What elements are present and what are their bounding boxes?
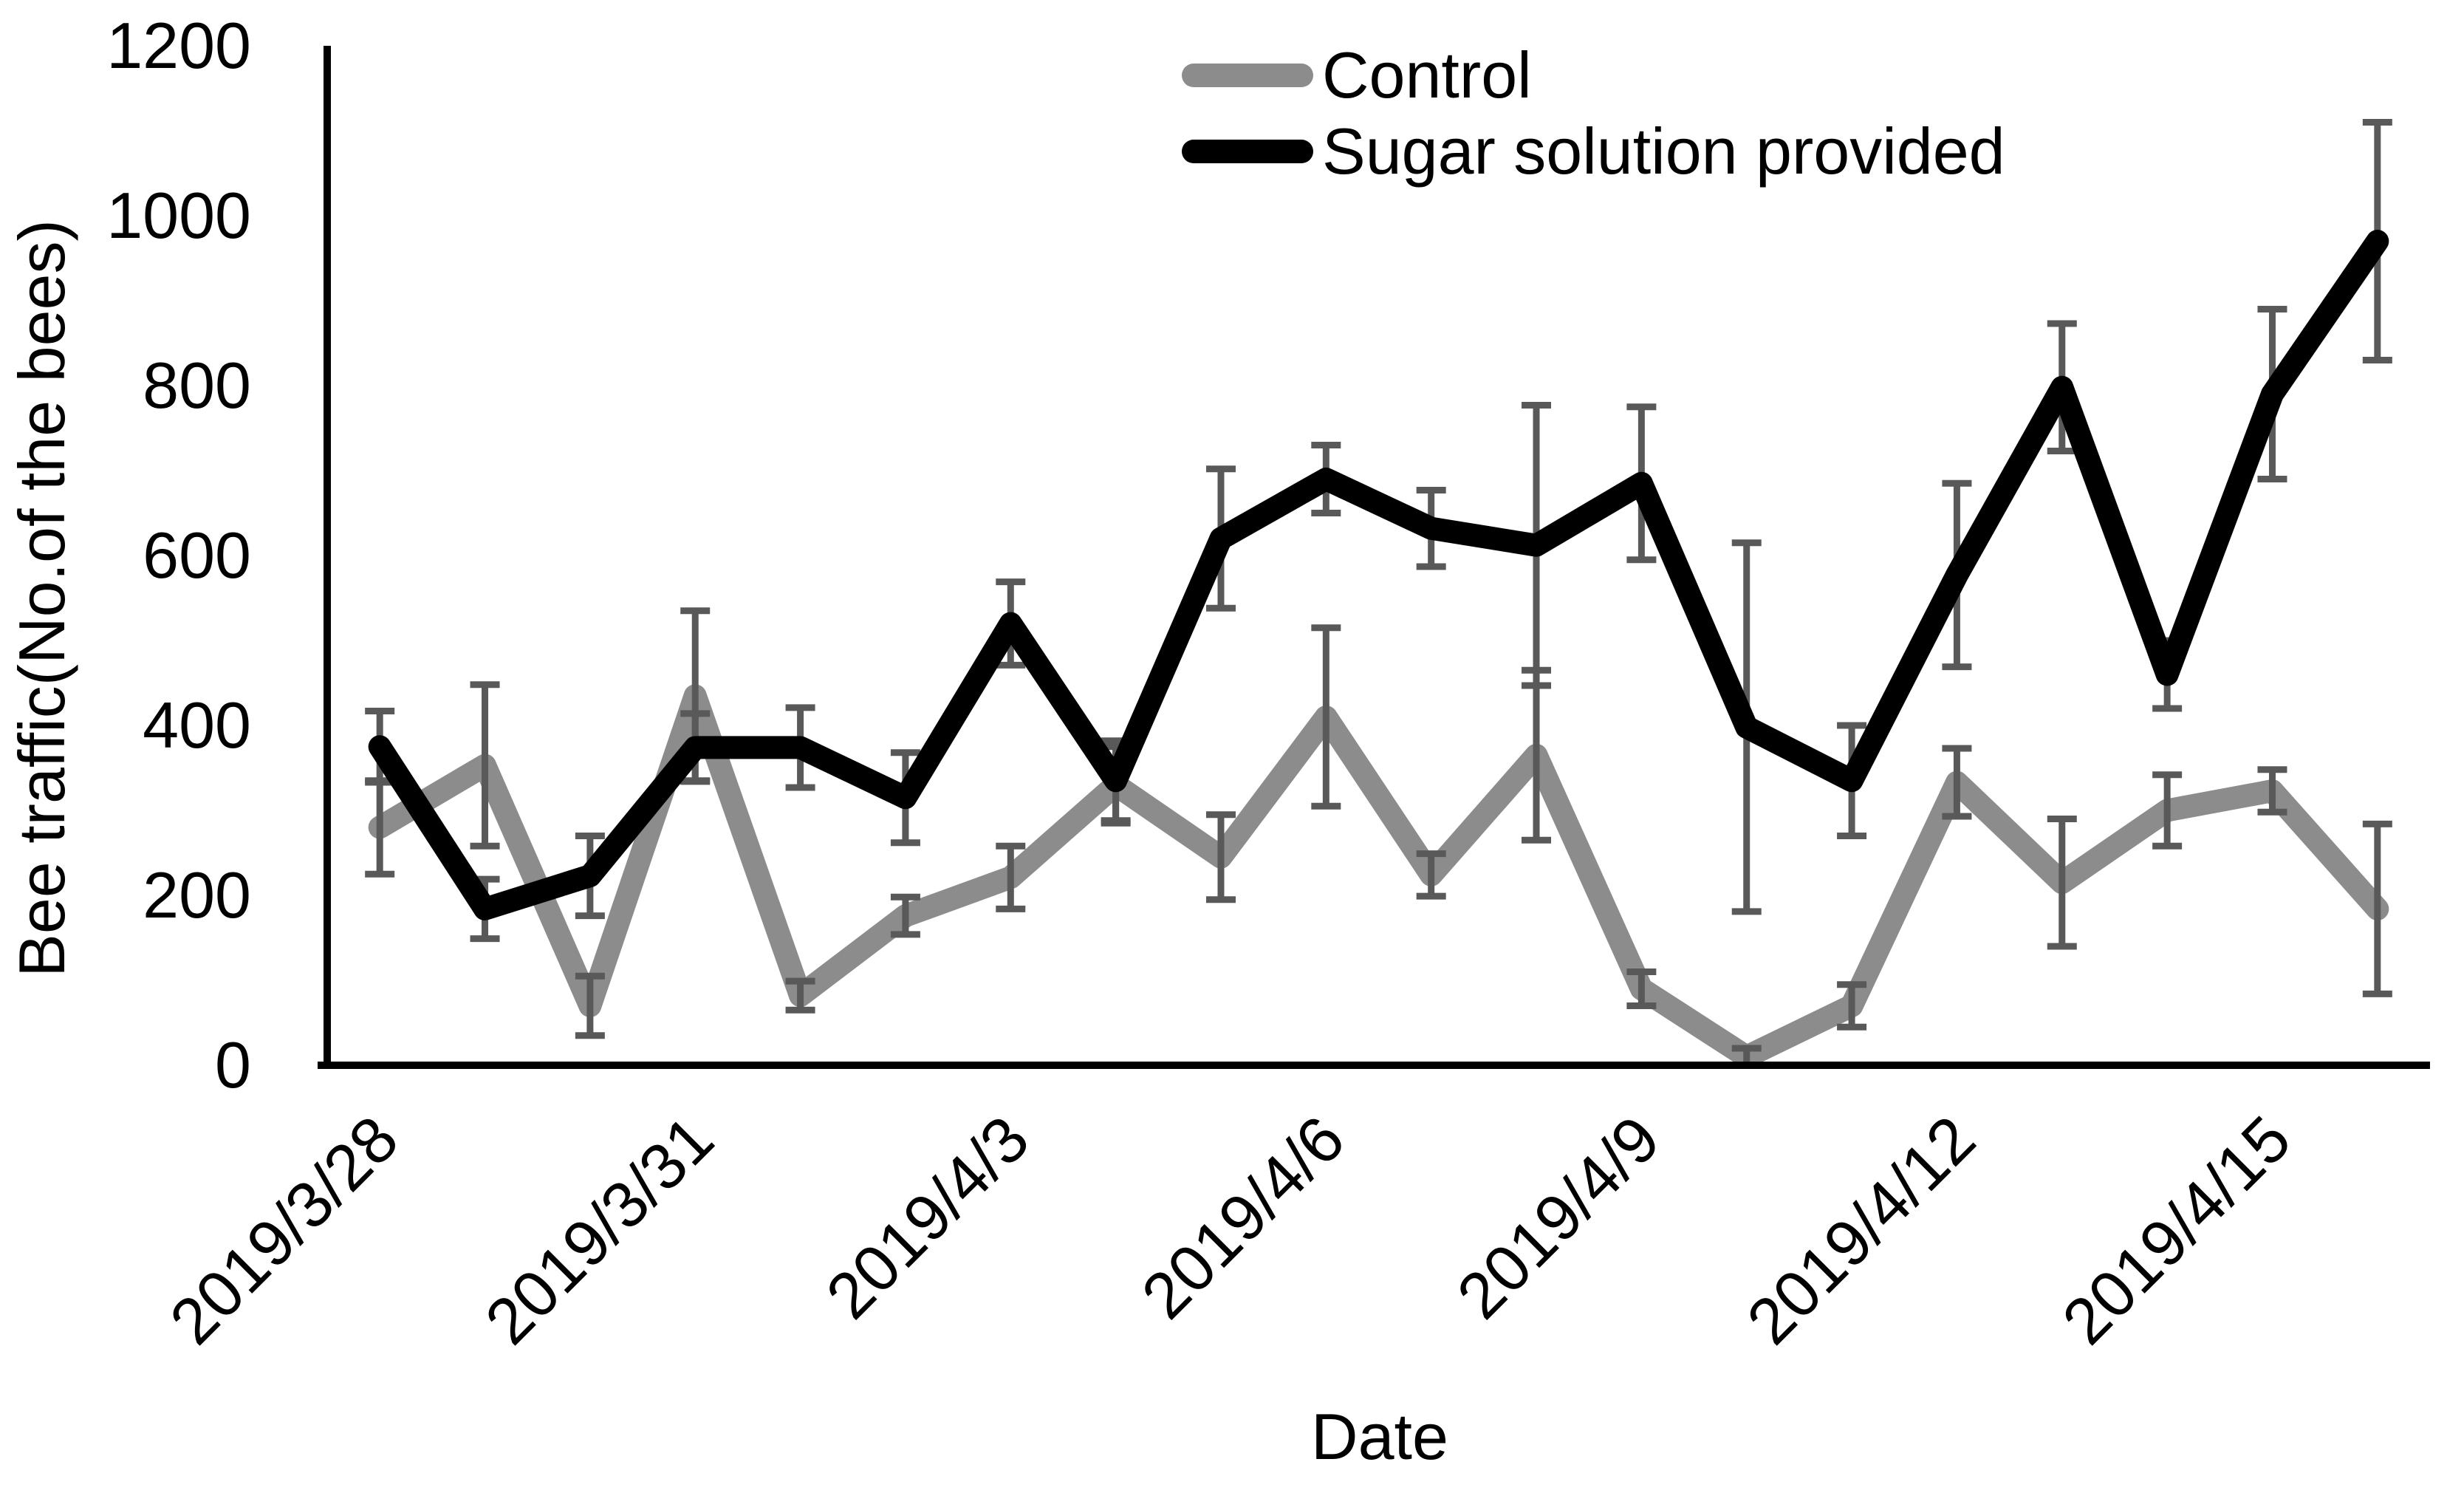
x-axis-title: Date: [1311, 1400, 1448, 1473]
x-tick-label: 2019/3/31: [471, 1101, 728, 1358]
legend-item-control: Control: [1182, 43, 2005, 108]
x-tick-label: 2019/4/9: [1443, 1101, 1674, 1332]
legend: Control Sugar solution provided: [1182, 43, 2005, 195]
x-tick-label: 2019/4/6: [1128, 1101, 1358, 1332]
x-tick-label: 2019/4/12: [1733, 1101, 1989, 1358]
legend-label-control: Control: [1322, 38, 1532, 112]
x-tick-label: 2019/3/28: [156, 1101, 412, 1358]
y-tick-label: 1200: [106, 9, 251, 82]
x-tick-label: 2019/4/3: [812, 1101, 1042, 1332]
legend-item-sugar-solution: Sugar solution provided: [1182, 119, 2005, 184]
y-tick-label: 1000: [106, 179, 251, 252]
y-tick-label: 0: [215, 1028, 251, 1101]
y-axis-title: Bee traffic(No.of the bees): [5, 219, 78, 977]
y-tick-label: 800: [143, 349, 251, 422]
sugar-solution-line-icon: [1182, 140, 1313, 163]
y-tick-label: 200: [143, 858, 251, 932]
x-tick-label: 2019/4/15: [2048, 1101, 2304, 1358]
legend-label-sugar-solution: Sugar solution provided: [1322, 115, 2005, 188]
y-tick-label: 400: [143, 689, 251, 762]
control-line-icon: [1182, 64, 1313, 87]
sugar-solution-line: [368, 230, 2389, 920]
y-tick-label: 600: [143, 519, 251, 592]
